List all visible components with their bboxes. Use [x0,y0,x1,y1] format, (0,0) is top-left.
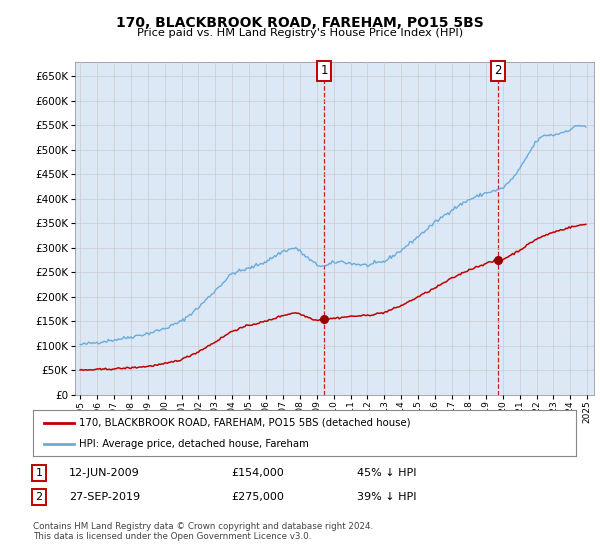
Text: 2: 2 [494,64,502,77]
Text: HPI: Average price, detached house, Fareham: HPI: Average price, detached house, Fare… [79,439,309,449]
Text: 12-JUN-2009: 12-JUN-2009 [69,468,140,478]
Text: 170, BLACKBROOK ROAD, FAREHAM, PO15 5BS: 170, BLACKBROOK ROAD, FAREHAM, PO15 5BS [116,16,484,30]
Text: 39% ↓ HPI: 39% ↓ HPI [357,492,416,502]
Text: 1: 1 [35,468,43,478]
Text: Price paid vs. HM Land Registry's House Price Index (HPI): Price paid vs. HM Land Registry's House … [137,28,463,38]
Text: 27-SEP-2019: 27-SEP-2019 [69,492,140,502]
Text: 1: 1 [320,64,328,77]
Text: Contains HM Land Registry data © Crown copyright and database right 2024.
This d: Contains HM Land Registry data © Crown c… [33,522,373,542]
Text: 2: 2 [35,492,43,502]
Text: £275,000: £275,000 [231,492,284,502]
Text: £154,000: £154,000 [231,468,284,478]
Text: 170, BLACKBROOK ROAD, FAREHAM, PO15 5BS (detached house): 170, BLACKBROOK ROAD, FAREHAM, PO15 5BS … [79,418,411,428]
Text: 45% ↓ HPI: 45% ↓ HPI [357,468,416,478]
